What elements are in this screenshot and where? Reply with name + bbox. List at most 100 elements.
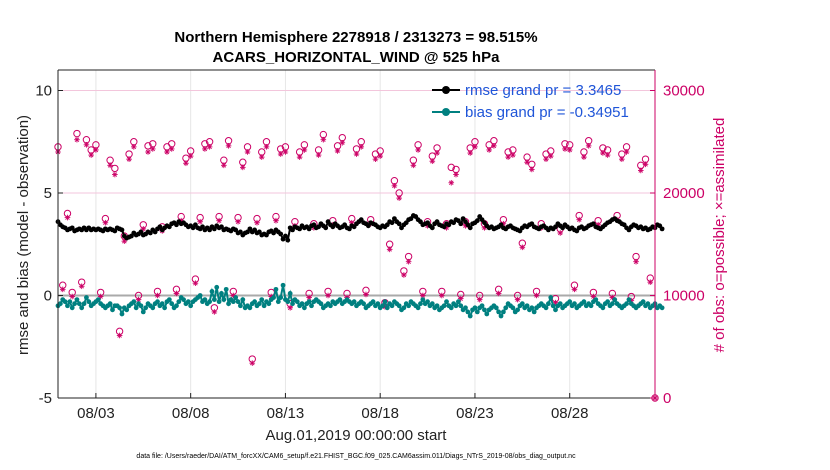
obs-assimilated-stroke (273, 218, 279, 223)
bias-point (67, 299, 73, 305)
bias-point (458, 303, 464, 309)
bias-point (484, 311, 490, 317)
rmse-series (55, 213, 665, 243)
bias-point (81, 301, 87, 307)
obs-assimilated-stroke (254, 220, 260, 226)
obs-assimilated-stroke (183, 160, 189, 166)
obs-assimilated-stroke (624, 149, 629, 155)
obs-assimilated-stroke (486, 147, 492, 153)
obs-assimilated-point (434, 150, 440, 156)
y-left-tick-label: 5 (44, 185, 52, 202)
obs-assimilated-stroke (363, 292, 369, 297)
obs-assimilated-stroke (567, 147, 572, 153)
bias-point (176, 299, 182, 305)
obs-possible-point (385, 240, 394, 248)
obs-assimilated-stroke (396, 195, 402, 201)
obs-assimilated-point (377, 153, 383, 159)
bias-point (202, 297, 208, 302)
bias-point (84, 295, 89, 300)
obs-assimilated-stroke (287, 305, 293, 311)
bias-point (659, 305, 665, 311)
bias-point (299, 301, 305, 307)
bias-point (57, 301, 63, 307)
obs-possible-point (428, 152, 437, 160)
bias-point (645, 301, 651, 307)
obs-assimilated-stroke (306, 295, 312, 300)
bias-point (510, 305, 516, 311)
obs-assimilated-stroke (515, 297, 520, 302)
obs-assimilated-stroke (496, 291, 501, 296)
rmse-point (396, 221, 402, 227)
bias-point (275, 299, 281, 305)
bias-point (124, 307, 130, 313)
obs-assimilated-stroke (136, 297, 141, 302)
obs-assimilated-stroke (430, 158, 435, 164)
bias-point (531, 309, 537, 315)
bias-point (221, 297, 227, 302)
obs-assimilated-point (453, 171, 459, 178)
obs-assimilated-point (78, 283, 85, 290)
obs-possible-point (490, 137, 498, 145)
bias-point (95, 297, 101, 302)
obs-assimilated-point (505, 154, 511, 160)
obs-possible-point (106, 156, 114, 164)
y-left-tick-label: -5 (39, 390, 52, 407)
obs-assimilated-point (239, 164, 246, 171)
obs-assimilated-stroke (164, 149, 170, 155)
bias-point (472, 305, 478, 311)
bias-point (557, 301, 563, 307)
obs-assimilated-point (557, 230, 564, 236)
bias-point (62, 299, 68, 305)
obs-assimilated-stroke (411, 163, 416, 168)
obs-assimilated-point (600, 150, 606, 156)
y-axis-right-label: # of obs: o=possible; ×=assimilated (711, 118, 728, 353)
bias-point (624, 301, 629, 307)
obs-assimilated-stroke (373, 156, 378, 162)
obs-assimilated-point (486, 147, 492, 153)
obs-assimilated-point (59, 286, 66, 293)
obs-assimilated-point (69, 293, 76, 300)
obs-assimilated-point (585, 143, 592, 149)
obs-assimilated-stroke (207, 144, 212, 150)
obs-possible-point (404, 252, 413, 261)
axes (57, 69, 656, 399)
obs-assimilated-stroke (74, 137, 80, 142)
obs-assimilated-stroke (325, 293, 331, 298)
bias-point (214, 284, 220, 290)
x-tick-label: 08/18 (361, 405, 399, 422)
bias-point (159, 301, 165, 307)
bias-point (197, 293, 203, 298)
obs-possible-point (390, 177, 399, 185)
obs-assimilated-stroke (491, 143, 497, 149)
bias-point (117, 305, 122, 311)
bias-point (640, 299, 646, 305)
obs-assimilated-point (547, 153, 554, 159)
bias-point (238, 303, 243, 309)
bias-point (207, 299, 213, 305)
obs-assimilated-point (263, 144, 270, 150)
bias-point (375, 301, 381, 307)
obs-assimilated-stroke (103, 220, 108, 226)
x-tick-label: 08/28 (551, 405, 589, 422)
obs-assimilated-point (149, 146, 156, 152)
obs-assimilated-point (495, 290, 502, 297)
obs-possible-point (547, 147, 555, 155)
bias-point (301, 305, 307, 311)
obs-assimilated-point (64, 214, 71, 221)
rmse-point (283, 233, 288, 239)
rmse-point (323, 225, 329, 231)
obs-assimilated-stroke (520, 245, 525, 250)
obs-assimilated-stroke (434, 150, 440, 156)
obs-assimilated-point (401, 272, 407, 278)
obs-assimilated-point (221, 162, 227, 169)
obs-assimilated-stroke (534, 293, 539, 298)
bias-point (306, 299, 312, 305)
obs-assimilated-point (197, 218, 203, 225)
bias-point (382, 299, 388, 305)
obs-assimilated-stroke (79, 283, 84, 289)
bias-point (150, 305, 156, 311)
legend-bias-label: bias grand pr = -0.34951 (465, 104, 629, 121)
bias-point (86, 299, 92, 305)
obs-possible-point (409, 156, 418, 164)
obs-assimilated-stroke (226, 143, 231, 149)
